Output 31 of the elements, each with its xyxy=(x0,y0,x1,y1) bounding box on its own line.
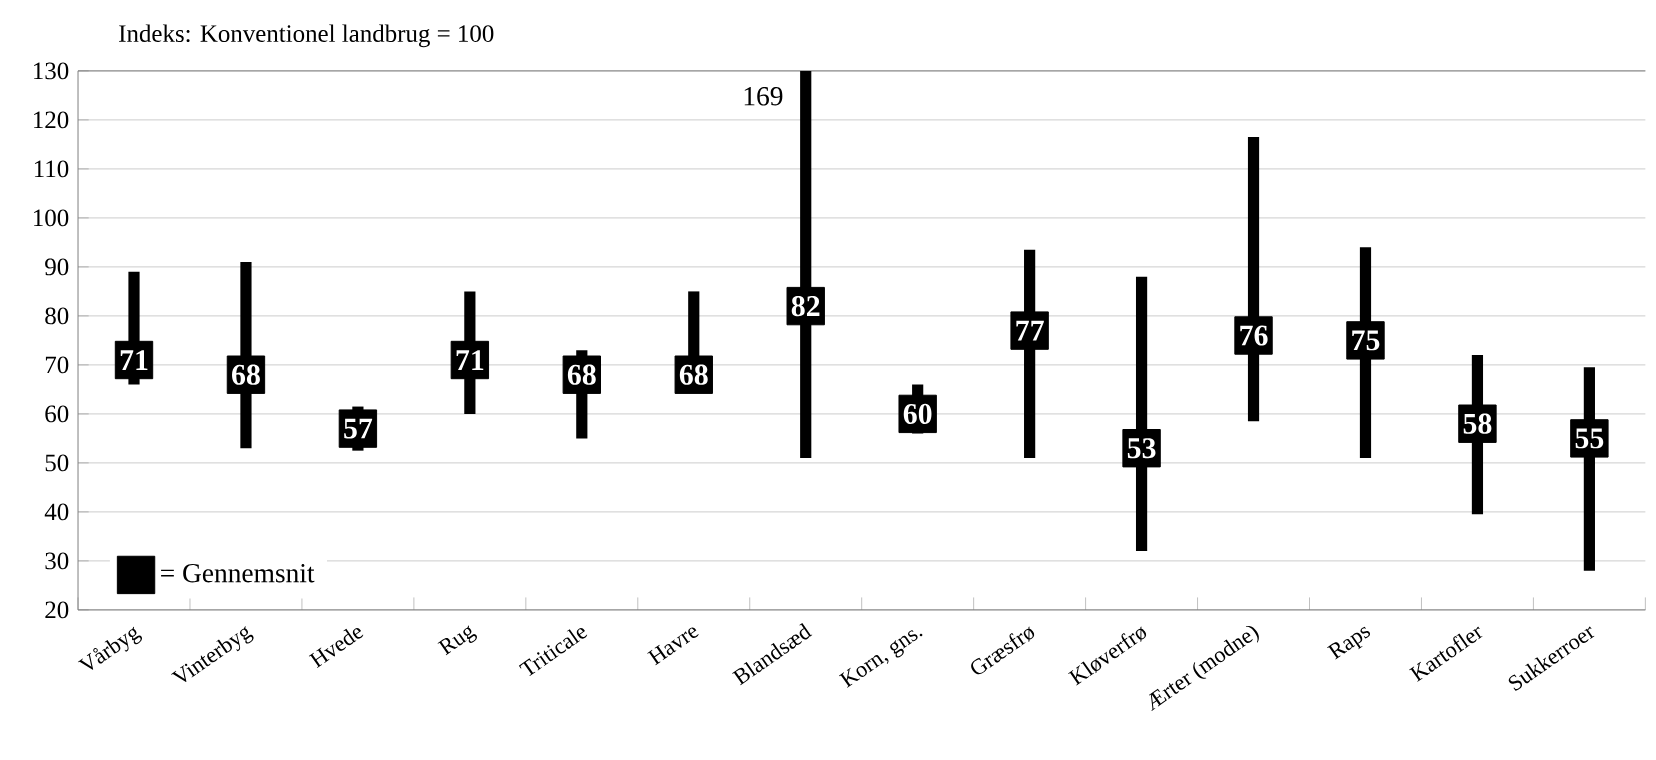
y-tick-label: 80 xyxy=(45,307,69,325)
legend-label: = Gennemsnit xyxy=(161,563,315,583)
data-label: 75 xyxy=(1352,330,1380,351)
data-label: 82 xyxy=(791,295,820,317)
y-tick-label: 40 xyxy=(44,503,69,521)
y-tick-label: 110 xyxy=(34,160,69,178)
data-label: 58 xyxy=(1463,413,1492,434)
data-label: 71 xyxy=(456,350,484,370)
data-label: 76 xyxy=(1240,325,1268,346)
x-tick-label: Raps xyxy=(1327,626,1371,660)
data-label: 68 xyxy=(567,364,596,385)
y-tick-label: 70 xyxy=(45,356,69,374)
y-tick-label: 50 xyxy=(45,454,69,472)
data-label: 77 xyxy=(1016,320,1044,341)
x-tick-label: Korn, gns. xyxy=(838,629,923,688)
data-label: 68 xyxy=(679,364,708,385)
y-tick-label: 120 xyxy=(34,111,69,129)
chart-title: Indeks: Konventionel landbrug = 100 xyxy=(119,24,494,48)
y-tick-label: 30 xyxy=(45,552,69,570)
y-tick-label: 100 xyxy=(34,209,69,227)
x-tick-label: Rug xyxy=(437,625,477,656)
y-tick-label: 20 xyxy=(45,601,69,619)
data-label: 68 xyxy=(232,364,260,385)
annotation: 169 xyxy=(744,86,783,106)
y-tick-label: 90 xyxy=(45,258,69,276)
y-tick-label: 60 xyxy=(45,405,69,423)
data-label: 71 xyxy=(120,350,148,370)
x-tick-label: Havre xyxy=(647,627,699,666)
data-label: 53 xyxy=(1127,438,1156,459)
data-label: 55 xyxy=(1575,428,1604,449)
y-tick-label: 130 xyxy=(34,62,69,80)
